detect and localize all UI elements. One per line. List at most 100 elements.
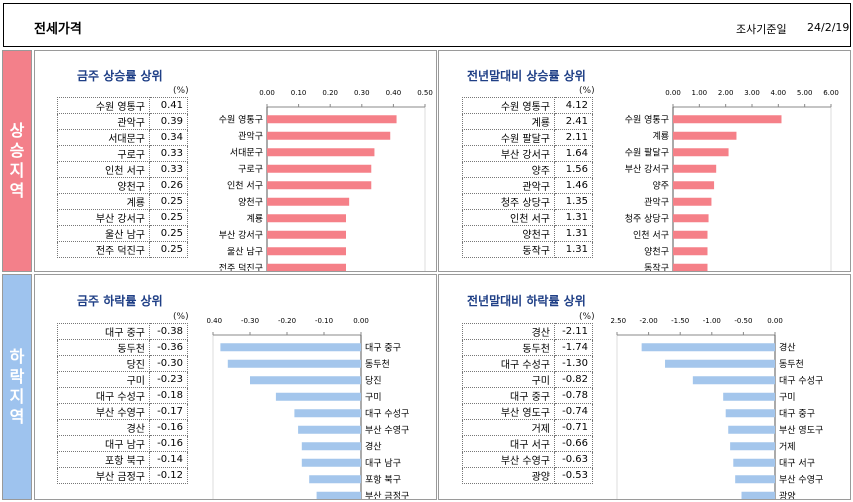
rate-value: 0.25 (149, 241, 188, 258)
region-name: 대구 중구 (462, 387, 555, 404)
region-name: 경산 (57, 419, 150, 436)
panel-title: 전년말대비 상승률 상위 (467, 69, 586, 83)
bar (673, 148, 729, 157)
table-row: 대구 남구 -0.16 (57, 435, 188, 452)
category-label: 울산 남구 (227, 246, 263, 257)
region-name: 대구 남구 (57, 435, 150, 452)
table-row: 수원 영통구 4.12 (462, 97, 593, 114)
category-label: 포항 북구 (365, 474, 401, 485)
category-label: 전주 덕진구 (219, 263, 263, 271)
region-name: 인천 서구 (57, 161, 150, 178)
table-row: 동두천 -0.36 (57, 339, 188, 356)
region-name: 계룡 (462, 113, 555, 130)
rate-value: 4.12 (554, 97, 593, 114)
bar (275, 392, 361, 401)
bar (665, 359, 775, 368)
category-label: 부산 영도구 (779, 425, 823, 436)
rate-value: -1.74 (554, 339, 593, 356)
table-row: 청주 상당구 1.35 (462, 193, 593, 210)
bar (294, 409, 361, 418)
header-bar: 전세가격 조사기준일 24/2/19 (3, 3, 851, 47)
rate-value: 1.31 (554, 209, 593, 226)
bar (227, 359, 361, 368)
table-row: 부산 강서구 0.25 (57, 209, 188, 226)
bar (267, 131, 391, 140)
x-tick-label: 0.00 (353, 317, 369, 325)
category-label: 광양 (779, 490, 796, 499)
bar (309, 475, 361, 484)
table-row: 광양 -0.53 (462, 467, 593, 484)
rate-value: -1.30 (554, 355, 593, 372)
category-label: 인천 서구 (227, 180, 263, 191)
category-label: 청주 상당구 (625, 213, 669, 224)
rate-value: 2.41 (554, 113, 593, 130)
region-name: 구로구 (57, 145, 150, 162)
table-row: 경산 -2.11 (462, 323, 593, 340)
rate-value: 0.34 (149, 129, 188, 146)
bar (673, 115, 782, 124)
region-name: 인천 서구 (462, 209, 555, 226)
unit-label: (%) (173, 86, 189, 96)
rate-value: -0.36 (149, 339, 188, 356)
bar (301, 442, 361, 451)
region-name: 수원 영통구 (57, 97, 150, 114)
rate-value: -0.71 (554, 419, 593, 436)
table-row: 부산 수영구 -0.17 (57, 403, 188, 420)
x-tick-label: -0.40 (207, 317, 222, 325)
table-row: 수원 팔달구 2.11 (462, 129, 593, 146)
category-label: 양천구 (238, 197, 263, 208)
ranking-table: 수원 영통구 4.12 계룡 2.41 수원 팔달구 2.11 부산 강서구 1.64 양주 1.… (462, 97, 593, 258)
rate-value: -0.23 (149, 371, 188, 388)
rate-value: 1.56 (554, 161, 593, 178)
category-label: 구미 (365, 392, 382, 403)
bar (673, 263, 708, 271)
table-row: 당진 -0.30 (57, 355, 188, 372)
region-name: 부산 수영구 (462, 451, 555, 468)
region-name: 관악구 (462, 177, 555, 194)
x-tick-label: -0.30 (241, 317, 259, 325)
x-tick-label: 1.00 (692, 89, 708, 97)
category-label: 서대문구 (230, 147, 263, 158)
rate-value: -0.30 (149, 355, 188, 372)
x-tick-label: 2.00 (718, 89, 734, 97)
bar (673, 131, 737, 140)
region-name: 대구 중구 (57, 323, 150, 340)
bar (298, 425, 361, 434)
ranking-table: 대구 중구 -0.38 동두천 -0.36 당진 -0.30 구미 -0.23 대구 수성구 -0… (57, 323, 188, 484)
rate-value: 1.31 (554, 225, 593, 242)
bar (641, 343, 775, 352)
unit-label: (%) (173, 312, 189, 322)
category-label: 경산 (365, 440, 382, 452)
bar (673, 197, 712, 206)
region-name: 경산 (462, 323, 555, 340)
region-name: 대구 서구 (462, 435, 555, 452)
rate-value: -0.18 (149, 387, 188, 404)
category-label: 계룡 (652, 130, 669, 142)
bar (673, 214, 709, 223)
bar (267, 197, 350, 206)
bar (725, 409, 775, 418)
region-name: 계룡 (57, 193, 150, 210)
table-row: 대구 서구 -0.66 (462, 435, 593, 452)
category-label: 부산 강서구 (625, 164, 669, 175)
category-label: 대구 수성구 (779, 375, 823, 386)
bar (267, 247, 346, 256)
category-label: 인천 서구 (633, 230, 669, 241)
region-name: 당진 (57, 355, 150, 372)
region-name: 대구 수성구 (462, 355, 555, 372)
category-label: 계룡 (246, 212, 263, 224)
ranking-table: 수원 영통구 0.41 관악구 0.39 서대문구 0.34 구로구 0.33 인천 서구 0.3… (57, 97, 188, 258)
table-row: 계룡 0.25 (57, 193, 188, 210)
rate-value: 0.25 (149, 209, 188, 226)
category-label: 부산 수영구 (779, 474, 823, 485)
unit-label: (%) (579, 86, 595, 96)
region-name: 서대문구 (57, 129, 150, 146)
rate-value: 0.26 (149, 177, 188, 194)
x-tick-label: 0.00 (665, 89, 681, 97)
bar (733, 458, 775, 467)
category-label: 거제 (779, 441, 796, 452)
x-tick-label: 0.30 (354, 89, 370, 97)
rate-value: 1.46 (554, 177, 593, 194)
table-row: 포항 북구 -0.14 (57, 451, 188, 468)
table-row: 구미 -0.82 (462, 371, 593, 388)
